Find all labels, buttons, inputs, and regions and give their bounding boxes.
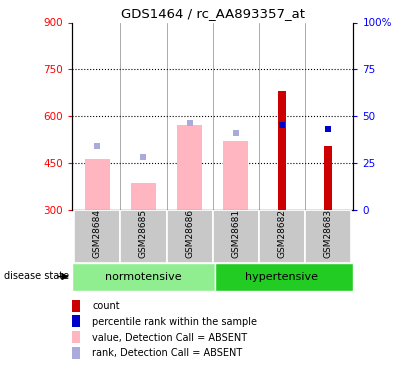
Text: GSM28686: GSM28686 <box>185 209 194 258</box>
Text: value, Detection Call = ABSENT: value, Detection Call = ABSENT <box>92 333 247 343</box>
Text: disease state: disease state <box>4 272 69 281</box>
Text: hypertensive: hypertensive <box>245 272 319 282</box>
Bar <box>223 141 249 210</box>
Text: GSM28684: GSM28684 <box>93 209 102 258</box>
Title: GDS1464 / rc_AA893357_at: GDS1464 / rc_AA893357_at <box>121 7 305 20</box>
Text: GSM28682: GSM28682 <box>277 209 286 258</box>
Bar <box>213 210 259 262</box>
Text: normotensive: normotensive <box>105 272 182 282</box>
Bar <box>72 262 215 291</box>
Bar <box>74 210 120 262</box>
Bar <box>131 183 156 210</box>
Text: GSM28685: GSM28685 <box>139 209 148 258</box>
Text: rank, Detection Call = ABSENT: rank, Detection Call = ABSENT <box>92 348 243 358</box>
Text: count: count <box>92 301 120 311</box>
Bar <box>215 262 353 291</box>
Bar <box>324 146 332 210</box>
Text: GSM28681: GSM28681 <box>231 209 240 258</box>
Bar <box>85 159 110 210</box>
Bar <box>259 210 305 262</box>
Bar <box>278 91 286 210</box>
Text: GSM28683: GSM28683 <box>323 209 332 258</box>
Bar <box>177 125 202 210</box>
Bar <box>305 210 351 262</box>
Bar <box>166 210 213 262</box>
Text: percentile rank within the sample: percentile rank within the sample <box>92 317 257 327</box>
Bar <box>120 210 166 262</box>
